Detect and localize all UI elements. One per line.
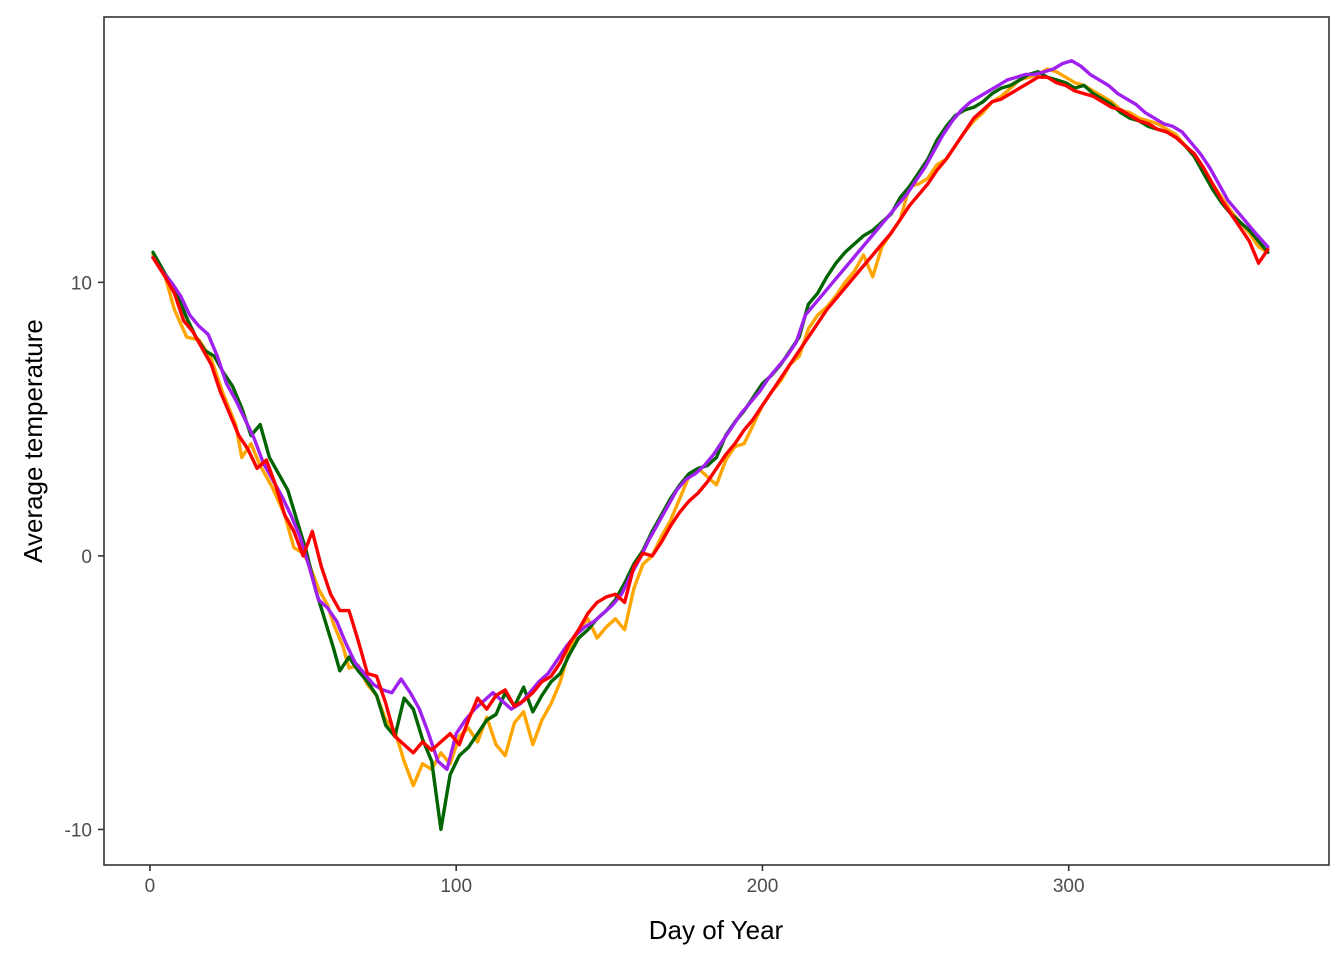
y-tick-label: 0 (81, 547, 92, 568)
series-line-2 (151, 69, 1270, 832)
x-tick-label: 300 (1053, 876, 1085, 897)
x-tick-label: 100 (440, 876, 472, 897)
x-axis-title: Day of Year (649, 915, 784, 945)
series-line-4 (151, 75, 1270, 755)
axis-ticks: 0 100 200 300 -10 0 10 (65, 273, 1085, 897)
y-axis-title: Average temperature (18, 319, 48, 563)
series-lines (151, 59, 1270, 832)
y-tick-label: -10 (65, 820, 92, 841)
y-tick-label: 10 (71, 273, 92, 294)
series-line-3 (151, 59, 1270, 771)
x-tick-label: 0 (145, 876, 156, 897)
plot-panel (103, 16, 1330, 866)
x-tick-label: 200 (747, 876, 779, 897)
